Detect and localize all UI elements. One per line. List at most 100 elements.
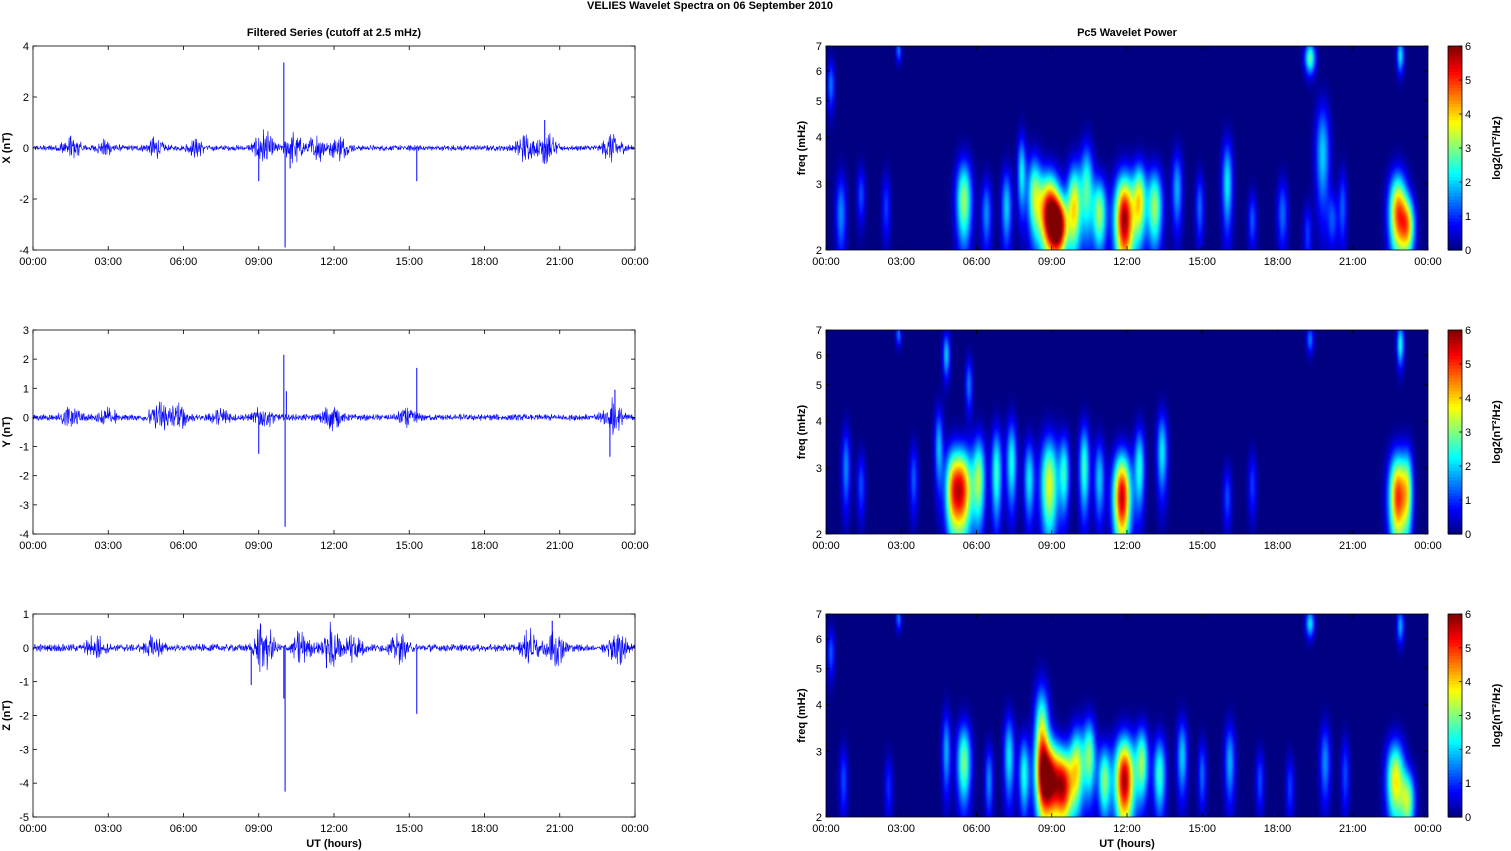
colorbar-segment (1448, 505, 1462, 510)
colorbar-segment (1448, 645, 1462, 650)
colorbar-segment (1448, 393, 1462, 398)
x-tick-label: 03:00 (94, 823, 122, 835)
colorbar-segment (1448, 55, 1462, 60)
colorbar-segment (1448, 84, 1462, 89)
x-tick-label: 21:00 (1339, 256, 1367, 268)
colorbar-segment (1448, 642, 1462, 647)
x-tick-label: 15:00 (1188, 823, 1216, 835)
colorbar-tick-label: 5 (1465, 643, 1471, 655)
colorbar-segment (1448, 384, 1462, 388)
colorbar-segment (1448, 674, 1462, 679)
x-tick-label: 00:00 (812, 540, 840, 552)
right-column-title: Pc5 Wavelet Power (1077, 27, 1178, 39)
colorbar-segment (1448, 157, 1462, 162)
colorbar-segment (1448, 409, 1462, 414)
colorbar-tick-label: 5 (1465, 359, 1471, 371)
colorbar-segment (1448, 49, 1462, 53)
colorbar-segment (1448, 778, 1462, 783)
colorbar-segment (1448, 709, 1462, 713)
colorbar-tick-label: 3 (1465, 143, 1471, 155)
colorbar-tick-label: 2 (1465, 461, 1471, 473)
colorbar-segment (1448, 511, 1462, 516)
y-tick-label: -1 (19, 677, 29, 689)
x-tick-label: 03:00 (887, 540, 915, 552)
y-tick-label: 1 (23, 609, 29, 621)
colorbar-tick-label: 0 (1465, 529, 1471, 541)
colorbar-tick-label: 2 (1465, 177, 1471, 189)
colorbar-segment (1448, 750, 1462, 755)
x-tick-label: 18:00 (1264, 256, 1292, 268)
colorbar-segment (1448, 763, 1462, 767)
x-tick-label: 00:00 (621, 256, 649, 268)
y-tick-label: 2 (23, 354, 29, 366)
x-tick-label: 09:00 (1038, 540, 1066, 552)
y-tick-label: 5 (816, 380, 822, 392)
colorbar-segment (1448, 173, 1462, 178)
y-axis-label: freq (mHz) (796, 120, 808, 175)
y-axis-label: Z (nT) (1, 700, 13, 731)
colorbar-segment (1448, 339, 1462, 344)
colorbar-segment (1448, 135, 1462, 140)
colorbar-segment (1448, 633, 1462, 637)
colorbar-segment (1448, 721, 1462, 726)
wavelet-panel: 2 3 4 5 6 7 00:00 03:00 06:00 09:00 12:00 15:00 18:0… (796, 41, 1503, 268)
x-tick-label: 00:00 (812, 256, 840, 268)
colorbar: 0 1 2 3 4 5 6 log2(nT²/Hz) (1447, 609, 1503, 824)
y-tick-label: 3 (816, 746, 822, 758)
colorbar-segment (1448, 227, 1462, 232)
colorbar-segment (1448, 61, 1462, 66)
y-tick-label: 5 (816, 96, 822, 108)
colorbar-segment (1448, 406, 1462, 411)
colorbar-segment (1448, 794, 1462, 799)
colorbar-segment (1448, 396, 1462, 401)
colorbar-segment (1448, 629, 1462, 634)
y-tick-label: -4 (19, 778, 29, 790)
x-tick-label: 12:00 (1113, 823, 1141, 835)
colorbar-segment (1448, 170, 1462, 175)
colorbar-segment (1448, 128, 1462, 133)
colorbar-segment (1448, 93, 1462, 98)
x-tick-label: 21:00 (546, 823, 574, 835)
colorbar-segment (1448, 623, 1462, 628)
colorbar-segment (1448, 518, 1462, 522)
colorbar-segment (1448, 160, 1462, 165)
colorbar-segment (1448, 46, 1462, 50)
colorbar-segment (1448, 683, 1462, 688)
x-tick-label: 00:00 (1414, 256, 1442, 268)
colorbar-segment (1448, 680, 1462, 685)
x-tick-label: 18:00 (471, 256, 499, 268)
colorbar-segment (1448, 769, 1462, 774)
colorbar-segment (1448, 224, 1462, 229)
colorbar-segment (1448, 737, 1462, 742)
y-tick-label: 0 (23, 643, 29, 655)
wavelet-panel: 2 3 4 5 6 7 00:00 03:00 06:00 09:00 12:00 15:00 18:0… (796, 609, 1503, 835)
colorbar-segment (1448, 782, 1462, 786)
x-tick-label: 21:00 (1339, 823, 1367, 835)
colorbar-tick-label: 4 (1465, 109, 1471, 121)
colorbar-segment (1448, 467, 1462, 471)
signal-trace (32, 129, 636, 165)
y-tick-label: -4 (19, 529, 29, 541)
y-tick-label: 2 (23, 92, 29, 104)
colorbar-segment (1448, 636, 1462, 640)
colorbar-segment (1448, 648, 1462, 653)
colorbar-segment (1448, 425, 1462, 430)
colorbar-segment (1448, 479, 1462, 484)
colorbar-segment (1448, 65, 1462, 69)
colorbar-segment (1448, 428, 1462, 433)
x-tick-label: 00:00 (19, 256, 47, 268)
x-tick-label: 06:00 (963, 540, 991, 552)
colorbar-segment (1448, 470, 1462, 475)
colorbar-segment (1448, 58, 1462, 63)
colorbar-segment (1448, 400, 1462, 404)
y-tick-label: 2 (816, 245, 822, 257)
colorbar-segment (1448, 702, 1462, 707)
y-tick-label: 7 (816, 325, 822, 337)
colorbar-segment (1448, 785, 1462, 790)
x-tick-label: 21:00 (546, 256, 574, 268)
x-tick-label: 03:00 (887, 823, 915, 835)
x-tick-label: 00:00 (812, 823, 840, 835)
y-tick-label: 2 (816, 812, 822, 824)
x-tick-label: 09:00 (1038, 256, 1066, 268)
x-tick-label: 15:00 (1188, 540, 1216, 552)
